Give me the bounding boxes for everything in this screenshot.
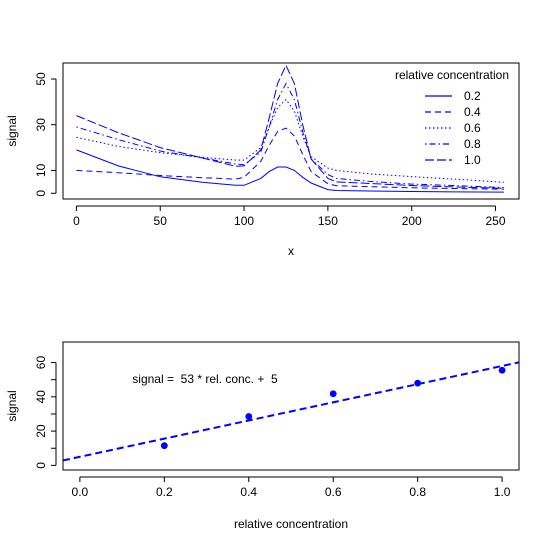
- x-tick-label: 100: [234, 214, 254, 228]
- calibration-y-axis-label: signal: [5, 390, 19, 421]
- legend-label: 0.2: [464, 89, 481, 103]
- x-tick-label: 0.6: [325, 485, 342, 499]
- spectra-x-axis-label: x: [288, 244, 294, 258]
- legend-label: 0.6: [464, 121, 481, 135]
- y-tick-label: 0: [34, 462, 48, 469]
- x-tick-label: 200: [402, 214, 422, 228]
- spectra-x-axis: 0 50 100 150 200 250: [73, 205, 506, 228]
- legend-label: 0.8: [464, 137, 481, 151]
- x-tick-label: 50: [154, 214, 168, 228]
- y-tick-label: 50: [34, 72, 48, 86]
- y-tick-label: 20: [34, 424, 48, 438]
- data-point: [160, 442, 168, 450]
- calibration-plot: 0.0 0.2 0.4 0.6 0.8 1.0 0 20 40 60 signal = 53 *…: [5, 341, 520, 531]
- y-tick-label: 0: [34, 190, 48, 197]
- calibration-x-axis-label: relative concentration: [234, 517, 348, 531]
- spectra-plot: 0 50 100 150 200 250 0 10 30 50 x signal relativ…: [5, 62, 520, 258]
- series-line-0.6: [76, 98, 504, 183]
- spectra-y-axis-label: signal: [5, 115, 19, 146]
- data-point: [498, 366, 506, 374]
- legend-title: relative concentration: [395, 68, 509, 82]
- legend-label: 1.0: [464, 153, 481, 167]
- y-tick-label: 10: [34, 163, 48, 177]
- calibration-plot-frame: [62, 341, 520, 471]
- data-point: [329, 390, 337, 398]
- spectra-plot-frame: [62, 62, 520, 200]
- series-line-0.2: [76, 149, 504, 193]
- spectra-series-group: [76, 64, 504, 193]
- x-tick-label: 0: [73, 214, 80, 228]
- data-point: [414, 379, 422, 387]
- y-tick-label: 60: [34, 356, 48, 370]
- calibration-fit-group: [62, 361, 520, 462]
- calibration-equation-annotation: signal = 53 * rel. conc. + 5: [132, 372, 278, 386]
- spectra-y-axis: 0 10 30 50: [34, 72, 57, 197]
- series-line-0.4: [76, 127, 504, 190]
- x-tick-label: 250: [486, 214, 506, 228]
- y-tick-label: 40: [34, 390, 48, 404]
- calibration-x-axis: 0.0 0.2 0.4 0.6 0.8 1.0: [72, 476, 511, 499]
- data-point: [245, 413, 253, 420]
- x-tick-label: 0.8: [409, 485, 426, 499]
- x-tick-label: 0.2: [156, 485, 173, 499]
- legend-label: 0.4: [464, 105, 481, 119]
- y-tick-label: 30: [34, 118, 48, 132]
- x-tick-label: 150: [318, 214, 338, 228]
- calibration-points-group: [160, 366, 506, 450]
- x-tick-label: 0.4: [240, 485, 257, 499]
- x-tick-label: 0.0: [72, 485, 89, 499]
- fit-line: [62, 361, 520, 462]
- spectra-legend: relative concentration 0.2 0.4 0.6 0.8 1.0: [395, 68, 509, 167]
- series-line-1.0: [76, 64, 504, 189]
- x-tick-label: 1.0: [494, 485, 511, 499]
- calibration-y-axis: 0 20 40 60: [34, 356, 57, 469]
